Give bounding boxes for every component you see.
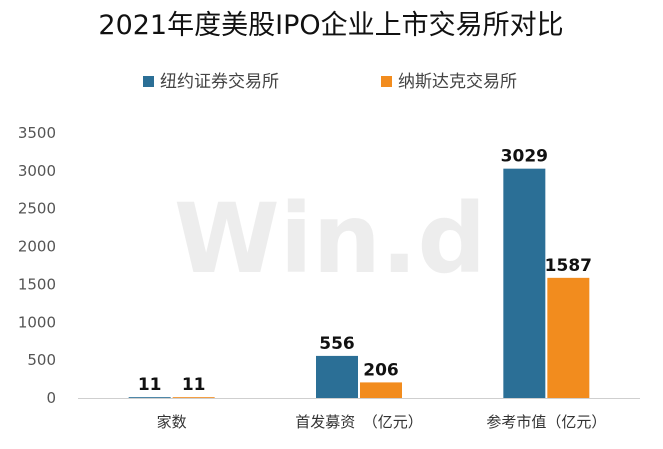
watermark-logo: Win.d — [174, 183, 486, 295]
legend-label: 纽约证券交易所 — [160, 72, 279, 92]
legend: 纽约证券交易所 纳斯达克交易所 — [143, 72, 517, 92]
y-tick-label: 1000 — [18, 313, 56, 331]
bar — [547, 277, 590, 398]
data-label: 11 — [182, 375, 206, 395]
y-tick-label: 3500 — [18, 124, 56, 142]
y-tick-label: 0 — [46, 389, 56, 407]
x-axis: 家数 首发募资 （亿元） 参考市值（亿元） — [78, 398, 640, 431]
data-label: 1587 — [545, 256, 592, 276]
bar — [360, 382, 402, 398]
bar — [128, 397, 171, 399]
legend-swatch — [381, 76, 392, 87]
y-tick-label: 1500 — [18, 275, 56, 293]
bars — [128, 168, 590, 399]
bar — [316, 355, 358, 398]
y-tick-label: 3000 — [18, 162, 56, 180]
legend-swatch — [143, 76, 154, 87]
bar — [172, 397, 215, 399]
x-category-label: 首发募资 （亿元） — [295, 413, 423, 431]
y-tick-label: 2500 — [18, 200, 56, 218]
y-axis: 0 500 1000 1500 2000 2500 3000 3500 — [18, 124, 56, 407]
x-category-label: 家数 — [157, 413, 187, 431]
data-label: 556 — [319, 334, 355, 354]
data-label: 206 — [363, 360, 399, 380]
chart-title: 2021年度美股IPO企业上市交易所对比 — [98, 10, 563, 41]
data-label: 3029 — [501, 147, 548, 167]
legend-label: 纳斯达克交易所 — [398, 72, 517, 92]
data-label: 11 — [138, 375, 162, 395]
y-tick-label: 2000 — [18, 238, 56, 256]
bar — [503, 168, 546, 398]
y-tick-label: 500 — [27, 351, 56, 369]
data-labels: 11 11 556 206 3029 1587 — [138, 147, 592, 396]
x-category-label: 参考市值（亿元） — [486, 413, 606, 431]
